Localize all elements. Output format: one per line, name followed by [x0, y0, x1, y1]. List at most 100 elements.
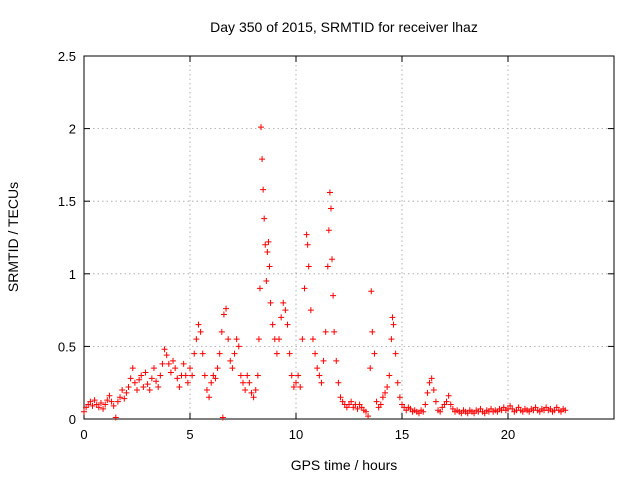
- data-point: [155, 384, 162, 391]
- data-point: [95, 404, 102, 411]
- y-tick-label: 0.5: [58, 339, 76, 354]
- data-point: [269, 321, 276, 328]
- data-point: [280, 299, 287, 306]
- data-point: [182, 372, 189, 379]
- data-point: [161, 346, 168, 353]
- axis-ticks: [83, 55, 614, 420]
- data-point: [231, 350, 238, 357]
- data-point: [562, 407, 569, 414]
- data-point: [384, 384, 391, 391]
- data-point: [142, 369, 149, 376]
- data-point: [102, 401, 109, 408]
- data-point: [392, 350, 399, 357]
- data-point: [233, 336, 240, 343]
- data-point: [144, 381, 151, 388]
- data-point: [258, 124, 265, 131]
- data-point: [377, 401, 384, 408]
- data-point: [388, 336, 395, 343]
- data-point: [220, 311, 227, 318]
- data-point: [153, 378, 160, 385]
- data-point: [242, 386, 249, 393]
- data-point: [389, 314, 396, 321]
- data-point: [131, 379, 138, 386]
- data-point: [227, 357, 234, 364]
- data-point: [212, 375, 219, 382]
- data-point: [309, 336, 316, 343]
- data-point: [108, 398, 115, 405]
- data-point: [284, 321, 291, 328]
- data-point: [314, 365, 321, 372]
- data-point: [394, 379, 401, 386]
- data-point: [326, 189, 333, 196]
- data-point: [206, 394, 213, 401]
- data-point: [216, 350, 223, 357]
- data-point: [91, 397, 98, 404]
- data-point: [428, 375, 435, 382]
- data-point: [229, 365, 236, 372]
- data-point: [201, 372, 208, 379]
- data-point: [255, 336, 262, 343]
- chart-title: Day 350 of 2015, SRMTID for receiver lha…: [210, 19, 478, 35]
- data-point: [264, 249, 271, 256]
- data-point: [354, 405, 361, 412]
- data-point: [267, 299, 274, 306]
- data-point: [318, 379, 325, 386]
- data-point: [303, 231, 310, 238]
- data-point: [316, 372, 323, 379]
- data-point: [447, 401, 454, 408]
- grid: [84, 56, 614, 419]
- data-point: [278, 314, 285, 321]
- data-point: [282, 307, 289, 314]
- data-point: [288, 372, 295, 379]
- data-point: [426, 379, 433, 386]
- data-point: [187, 365, 193, 372]
- data-point: [191, 350, 198, 357]
- data-point: [112, 414, 119, 421]
- data-point: [218, 328, 225, 335]
- data-point: [174, 375, 181, 382]
- y-tick-label: 2: [69, 122, 76, 137]
- data-point: [432, 398, 439, 405]
- data-point: [390, 321, 397, 328]
- data-point: [106, 392, 113, 399]
- data-point: [367, 365, 374, 372]
- data-point: [114, 398, 121, 405]
- data-point: [337, 394, 344, 401]
- data-point: [172, 365, 179, 372]
- data-point: [97, 400, 104, 407]
- data-point: [123, 389, 130, 396]
- data-point: [266, 263, 273, 270]
- data-point: [140, 384, 147, 391]
- data-point: [159, 360, 166, 367]
- data-point: [165, 360, 172, 367]
- data-point: [134, 386, 140, 393]
- data-point: [252, 386, 259, 393]
- data-point: [312, 350, 319, 357]
- data-point: [244, 372, 251, 379]
- data-point: [125, 384, 132, 391]
- data-point: [240, 379, 246, 386]
- data-point: [184, 379, 191, 386]
- data-point: [150, 365, 157, 372]
- data-point: [348, 398, 355, 405]
- y-axis-label: SRMTID / TECUs: [5, 182, 21, 292]
- data-point: [430, 386, 437, 393]
- data-point: [437, 408, 444, 415]
- data-point: [297, 384, 304, 391]
- y-tick-labels: 0 0.5 1 1.5 2 2.5: [58, 49, 76, 427]
- data-point: [119, 386, 126, 393]
- data-point: [136, 376, 143, 383]
- data-point: [129, 365, 136, 372]
- data-point: [223, 305, 230, 312]
- data-point: [208, 379, 215, 386]
- data-point: [379, 394, 386, 401]
- data-point: [443, 398, 450, 405]
- data-point: [422, 401, 429, 408]
- data-point: [330, 292, 337, 299]
- x-axis-label: GPS time / hours: [291, 457, 398, 473]
- data-point: [195, 321, 202, 328]
- data-point: [260, 186, 267, 193]
- data-point: [301, 285, 308, 292]
- y-tick-label: 1.5: [58, 194, 76, 209]
- data-point: [248, 389, 255, 396]
